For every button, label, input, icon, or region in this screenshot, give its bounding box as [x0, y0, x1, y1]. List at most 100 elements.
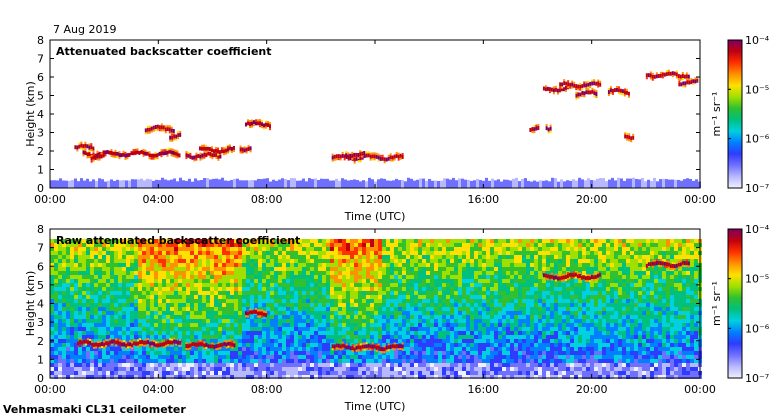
heatmap-cell	[254, 359, 258, 363]
heatmap-cell	[86, 267, 90, 271]
cloud-layer-edge	[607, 88, 610, 91]
heatmap-cell	[266, 279, 270, 283]
heatmap-cell	[342, 263, 346, 267]
heatmap-cell	[162, 323, 166, 327]
surface-layer-cell	[263, 178, 266, 188]
heatmap-cell	[510, 371, 514, 375]
heatmap-cell	[82, 287, 86, 291]
heatmap-cell	[182, 375, 186, 379]
heatmap-cell	[250, 371, 254, 375]
surface-layer-cell	[320, 178, 323, 188]
heatmap-cell	[222, 299, 226, 303]
heatmap-cell	[194, 263, 198, 267]
heatmap-cell	[402, 371, 406, 375]
heatmap-cell	[402, 267, 406, 271]
heatmap-cell	[314, 327, 318, 331]
cloud-layer-cell	[375, 154, 378, 159]
heatmap-cell	[298, 287, 302, 291]
cloud-layer-cell	[625, 90, 628, 95]
heatmap-cell	[86, 299, 90, 303]
cloud-layer-cell	[628, 135, 631, 140]
heatmap-cell	[454, 371, 458, 375]
heatmap-cell	[230, 263, 234, 267]
cloud-layer-cell	[261, 122, 263, 127]
heatmap-cell	[318, 307, 322, 311]
surface-layer-cell	[86, 178, 89, 188]
heatmap-cell	[234, 279, 238, 283]
heatmap-cell	[426, 247, 430, 251]
heatmap-cell	[318, 375, 322, 379]
heatmap-cell	[146, 267, 150, 271]
heatmap-cell	[174, 295, 178, 299]
heatmap-cell	[394, 267, 398, 271]
heatmap-cell	[338, 295, 342, 299]
heatmap-cell	[390, 327, 394, 331]
heatmap-cell	[82, 263, 86, 267]
heatmap-cell	[230, 295, 234, 299]
heatmap-cell	[142, 251, 146, 255]
surface-layer-cell	[407, 177, 410, 188]
heatmap-cell	[258, 367, 262, 371]
y-tick-label: 7	[37, 53, 44, 66]
heatmap-cell	[482, 299, 486, 303]
heatmap-cell	[274, 243, 278, 247]
heatmap-cell	[238, 359, 242, 363]
cloud-layer-cell	[369, 154, 372, 159]
heatmap-cell	[298, 299, 302, 303]
heatmap-cell	[430, 327, 434, 331]
heatmap-cell	[238, 303, 242, 307]
heatmap-cell	[110, 243, 114, 247]
heatmap-cell	[154, 375, 158, 379]
cloud-layer-cell	[547, 127, 550, 132]
cloud-layer-edge	[148, 157, 151, 160]
heatmap-cell	[318, 331, 322, 335]
heatmap-cell	[126, 255, 130, 259]
heatmap-cell	[386, 315, 390, 319]
heatmap-cell	[122, 263, 126, 267]
heatmap-cell	[162, 311, 166, 315]
heatmap-cell	[122, 363, 126, 367]
heatmap-cell	[174, 259, 178, 263]
heatmap-cell	[330, 315, 334, 319]
cloud-layer-cell	[581, 90, 584, 95]
heatmap-cell	[194, 311, 198, 315]
heatmap-cell	[462, 279, 466, 283]
heatmap-cell	[442, 351, 446, 355]
cloud-layer-cell	[134, 150, 137, 155]
cloud-layer-cell	[128, 152, 131, 157]
cloud-layer-cell	[661, 72, 664, 77]
heatmap-cell	[366, 267, 370, 271]
cloud-layer-cell	[168, 127, 171, 132]
cloud-layer-cell	[653, 74, 656, 79]
cloud-layer-cell	[166, 150, 169, 155]
heatmap-cell	[254, 247, 258, 251]
cloud-layer-edge	[399, 157, 402, 160]
heatmap-cell	[382, 291, 386, 295]
heatmap-cell	[346, 367, 350, 371]
heatmap-cell	[166, 367, 170, 371]
cloud-layer-cell	[397, 154, 400, 159]
x-tick-label: 08:00	[251, 193, 283, 206]
cloud-layer-cell	[619, 88, 622, 93]
heatmap-cell	[138, 371, 142, 375]
heatmap-cell	[170, 267, 174, 271]
cloud-layer-cell	[96, 154, 99, 159]
cloud-layer-edge	[623, 88, 626, 91]
heatmap-cell	[486, 359, 490, 363]
heatmap-cell	[210, 315, 214, 319]
heatmap-cell	[166, 255, 170, 259]
surface-layer-cell	[470, 180, 473, 188]
heatmap-cell	[414, 347, 418, 351]
heatmap-cell	[506, 259, 510, 263]
heatmap-cell	[398, 247, 402, 251]
heatmap-cell	[374, 303, 378, 307]
heatmap-cell	[230, 335, 234, 339]
heatmap-cell	[126, 275, 130, 279]
heatmap-cell	[170, 247, 174, 251]
heatmap-cell	[54, 355, 58, 359]
heatmap-cell	[394, 291, 398, 295]
heatmap-cell	[126, 335, 130, 339]
heatmap-cell	[210, 251, 214, 255]
heatmap-cell	[390, 303, 394, 307]
heatmap-cell	[286, 303, 290, 307]
